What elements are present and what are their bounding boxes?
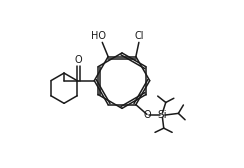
- Text: Cl: Cl: [135, 31, 144, 41]
- Text: O: O: [144, 110, 152, 120]
- Text: Si: Si: [158, 110, 167, 120]
- Text: O: O: [74, 55, 82, 65]
- Text: HO: HO: [92, 31, 106, 41]
